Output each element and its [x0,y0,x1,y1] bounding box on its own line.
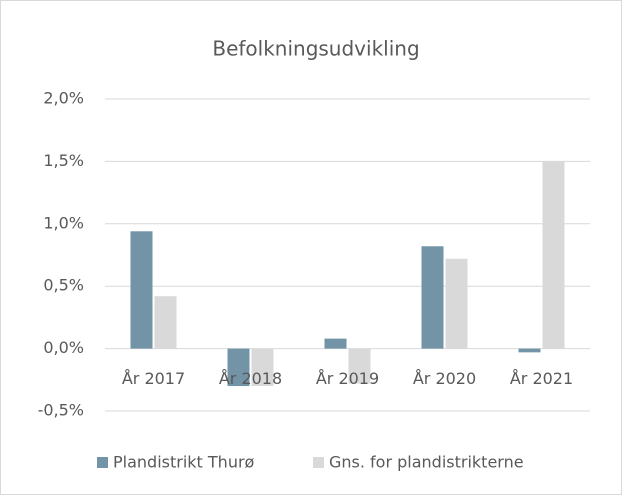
bar [542,161,565,349]
y-tick-label: 0,5% [43,276,84,295]
x-tick-label: År 2017 [122,369,185,388]
x-tick-label: År 2019 [316,369,379,388]
x-tick-label: År 2018 [219,369,282,388]
legend-label: Plandistrikt Thurø [113,453,255,472]
y-tick-label: 1,5% [43,151,84,170]
y-tick-label: 1,0% [43,213,84,232]
bar [130,231,153,349]
y-tick-label: 0,0% [43,338,84,357]
bar [154,296,177,349]
legend-label: Gns. for plandistrikterne [329,453,524,472]
bar [227,348,250,387]
bar [348,348,371,384]
legend-swatch [313,457,324,468]
chart-title: Befolkningsudvikling [212,37,419,61]
bar [518,348,541,353]
y-tick-label: -0,5% [38,401,84,420]
x-tick-label: År 2021 [510,369,573,388]
bar [251,348,274,387]
bar [324,338,347,349]
legend-swatch [97,457,108,468]
bar [445,258,468,349]
bar [421,246,444,349]
y-tick-label: 2,0% [43,89,84,108]
x-tick-label: År 2020 [413,369,476,388]
